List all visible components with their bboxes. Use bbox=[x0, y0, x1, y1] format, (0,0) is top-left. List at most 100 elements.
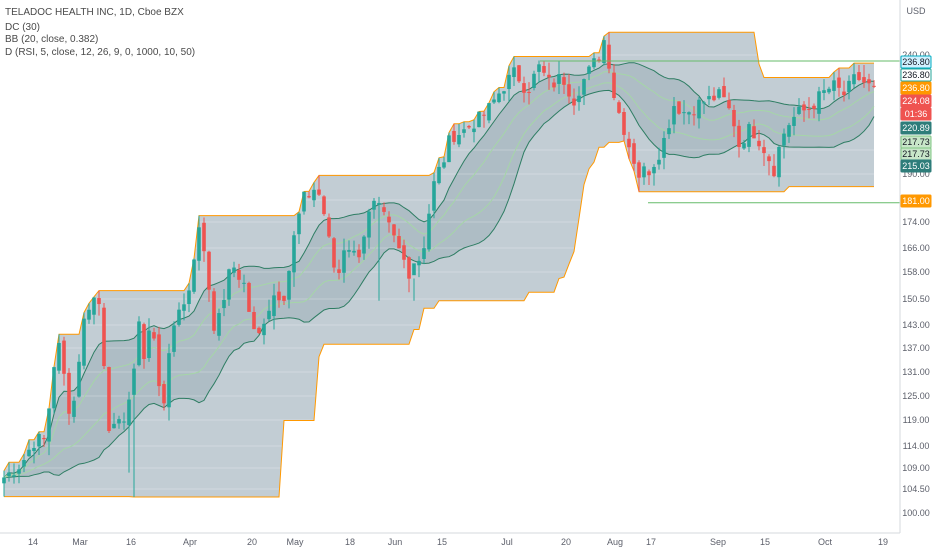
candle bbox=[237, 263, 241, 288]
candle bbox=[502, 90, 506, 101]
candle-body bbox=[82, 318, 86, 366]
candle bbox=[747, 121, 751, 153]
candle-body bbox=[327, 217, 331, 237]
x-axis-background bbox=[0, 533, 932, 550]
candle-body bbox=[257, 327, 261, 333]
candle-body bbox=[232, 267, 236, 273]
candle-body bbox=[172, 325, 176, 352]
candle-body bbox=[532, 73, 536, 88]
candle bbox=[497, 87, 501, 104]
candle-body bbox=[787, 125, 791, 137]
candle bbox=[832, 71, 836, 101]
candle bbox=[702, 100, 706, 115]
candle-body bbox=[222, 299, 226, 309]
y-tick-label: 109.00 bbox=[902, 463, 930, 473]
x-tick-label: Apr bbox=[183, 537, 197, 547]
candle-body bbox=[792, 116, 796, 126]
x-tick-label: 18 bbox=[345, 537, 355, 547]
candle bbox=[567, 73, 571, 104]
candle-body bbox=[537, 64, 541, 72]
price-badges: 236.80 236.80 236.80 224.08 01:36 220.89 217.7… bbox=[900, 55, 932, 208]
x-tick-label: 20 bbox=[247, 537, 257, 547]
candle bbox=[337, 259, 341, 280]
candle-body bbox=[342, 250, 346, 273]
y-tick-label: 150.50 bbox=[902, 294, 930, 304]
candle-body bbox=[387, 216, 391, 223]
candle bbox=[97, 290, 101, 316]
x-tick-label: 19 bbox=[878, 537, 888, 547]
candle-body bbox=[482, 114, 486, 116]
candle bbox=[77, 354, 81, 398]
candle bbox=[692, 106, 696, 126]
candle bbox=[207, 250, 211, 302]
candle bbox=[767, 154, 771, 176]
candle bbox=[862, 65, 866, 88]
y-tick-label: 143.00 bbox=[902, 320, 930, 330]
candle bbox=[147, 318, 151, 362]
candle bbox=[622, 108, 626, 141]
candle-body bbox=[392, 224, 396, 236]
candle bbox=[312, 182, 316, 208]
price-badge-text: 215.03 bbox=[902, 161, 930, 171]
candle bbox=[582, 78, 586, 106]
candle bbox=[102, 303, 106, 369]
candle bbox=[272, 283, 276, 330]
candle bbox=[717, 87, 721, 100]
candle-body bbox=[572, 98, 576, 106]
candle bbox=[277, 281, 281, 308]
candle-body bbox=[472, 128, 476, 133]
x-tick-label: Aug bbox=[607, 537, 623, 547]
candle bbox=[342, 238, 346, 283]
candle bbox=[467, 124, 471, 130]
candle bbox=[697, 97, 701, 129]
candle bbox=[807, 97, 811, 119]
candle bbox=[727, 92, 731, 110]
price-badge-text: 181.00 bbox=[902, 196, 930, 206]
price-badge-text: 224.08 bbox=[902, 96, 930, 106]
price-badge-box bbox=[900, 55, 932, 69]
candle-body bbox=[297, 213, 301, 235]
candle-body bbox=[162, 384, 166, 404]
candle bbox=[532, 70, 536, 91]
candle-body bbox=[307, 196, 311, 198]
price-badge-box bbox=[900, 68, 932, 82]
candle bbox=[457, 123, 461, 148]
price-badge-box bbox=[900, 121, 932, 135]
candle bbox=[212, 288, 216, 335]
candle-body bbox=[202, 222, 206, 252]
candle-body bbox=[602, 40, 606, 64]
candle bbox=[667, 119, 671, 139]
candle-body bbox=[607, 44, 611, 69]
candle-body bbox=[777, 146, 781, 178]
candle bbox=[477, 111, 481, 128]
candle-body bbox=[542, 66, 546, 73]
candle bbox=[402, 239, 406, 269]
candle-body bbox=[212, 291, 216, 331]
candle bbox=[452, 123, 456, 145]
candle-body bbox=[597, 59, 601, 61]
candle bbox=[852, 63, 856, 89]
candle bbox=[377, 196, 381, 301]
candle-body bbox=[302, 191, 306, 212]
candle-body bbox=[832, 80, 836, 91]
candle bbox=[492, 91, 496, 104]
candle bbox=[192, 258, 196, 294]
candle-body bbox=[752, 126, 756, 139]
candle-body bbox=[692, 114, 696, 116]
candle-body bbox=[467, 126, 471, 128]
candle-body bbox=[112, 423, 116, 429]
candle-body bbox=[802, 104, 806, 111]
candle bbox=[772, 154, 776, 178]
candle bbox=[647, 169, 651, 186]
candle bbox=[542, 60, 546, 77]
candle-body bbox=[797, 106, 801, 114]
candle-body bbox=[507, 74, 511, 90]
candle bbox=[162, 380, 166, 411]
candle bbox=[447, 132, 451, 163]
candle-body bbox=[642, 166, 646, 178]
candle bbox=[157, 326, 161, 397]
x-tick-label: 20 bbox=[561, 537, 571, 547]
candle bbox=[327, 213, 331, 239]
